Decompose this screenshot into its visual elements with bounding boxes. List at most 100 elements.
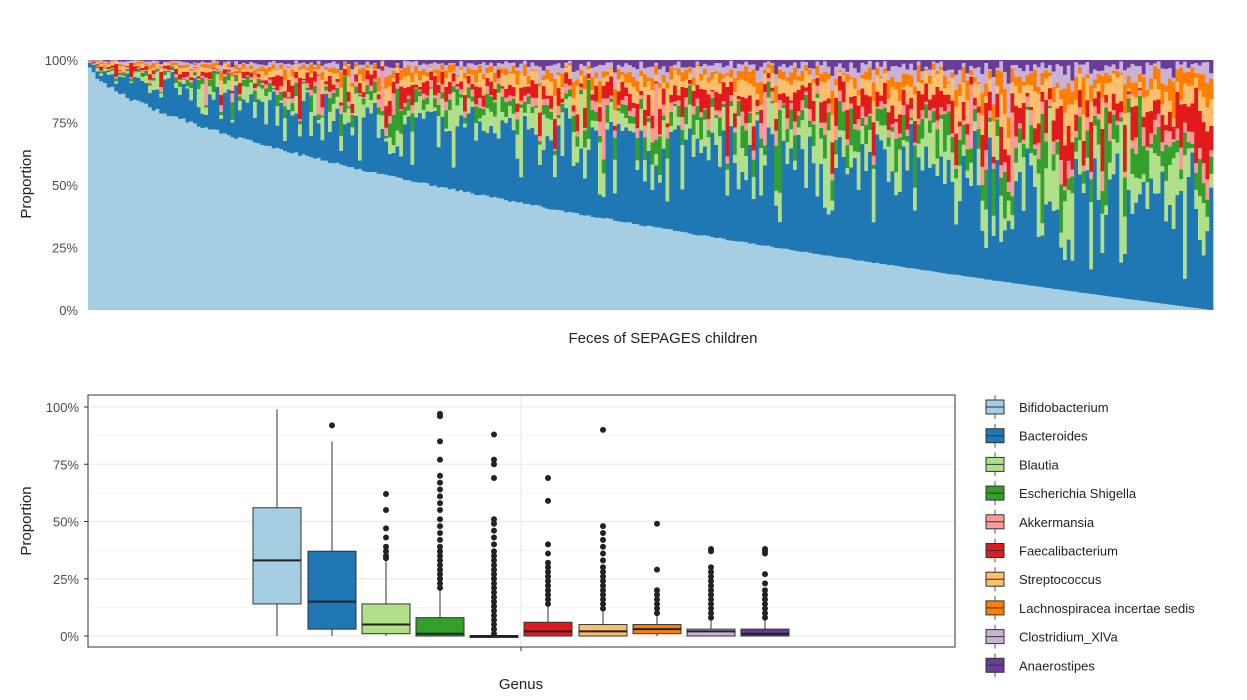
sample-column (572, 60, 576, 310)
stacked-bar-segment (718, 111, 722, 118)
stacked-bar-segment (103, 83, 107, 310)
stacked-bar-segment (324, 81, 328, 84)
stacked-bar-segment (838, 137, 842, 258)
stacked-bar-segment (268, 92, 272, 100)
stacked-bar-segment (448, 82, 452, 94)
sample-column (1026, 60, 1030, 310)
stacked-bar-segment (339, 60, 343, 70)
stacked-bar-segment (1142, 60, 1146, 74)
stacked-bar-segment (722, 130, 726, 238)
sample-column (939, 60, 943, 310)
stacked-bar-segment (482, 195, 486, 310)
stacked-bar-segment (321, 94, 325, 107)
stacked-bar-segment (1206, 83, 1210, 108)
stacked-bar-segment (763, 63, 767, 70)
stacked-bar-segment (1134, 83, 1138, 98)
stacked-bar-segment (384, 66, 388, 77)
stacked-bar-segment (789, 66, 793, 73)
stacked-bar-segment (347, 60, 351, 64)
sample-column (512, 60, 516, 310)
sample-column (628, 60, 632, 310)
sample-column (201, 60, 205, 310)
stacked-bar-segment (294, 61, 298, 63)
stacked-bar-segment (692, 235, 696, 310)
stacked-bar-segment (223, 74, 227, 77)
stacked-bar-segment (103, 66, 107, 68)
stacked-bar-segment (1078, 65, 1082, 67)
stacked-bar-segment (823, 135, 827, 159)
stacked-bar-segment (272, 61, 276, 64)
stacked-bar-segment (193, 63, 197, 66)
stacked-bar-segment (849, 104, 853, 109)
stacked-bar-segment (714, 110, 718, 115)
stacked-bar-segment (519, 73, 523, 88)
stacked-bar-segment (332, 93, 336, 104)
stacked-bar-segment (186, 77, 190, 80)
sample-column (909, 60, 913, 310)
stacked-bar-segment (849, 108, 853, 145)
stacked-bar-segment (996, 120, 1000, 137)
stacked-bar-segment (336, 73, 340, 79)
stacked-bar-segment (692, 91, 696, 106)
stacked-bar-segment (493, 60, 497, 66)
stacked-bar-segment (1029, 60, 1033, 71)
stacked-bar-segment (902, 146, 906, 267)
stacked-bar-segment (1138, 96, 1142, 179)
stacked-bar-segment (763, 165, 767, 245)
stacked-bar-segment (309, 95, 313, 112)
stacked-bar-segment (174, 60, 178, 61)
sample-column (1202, 60, 1206, 310)
stacked-bar-segment (568, 212, 572, 310)
stacked-bar-segment (527, 94, 531, 96)
stacked-bar-segment (178, 80, 182, 82)
stacked-bar-segment (294, 72, 298, 78)
stacked-bar-segment (189, 83, 193, 88)
stacked-bar-segment (257, 99, 261, 143)
stacked-bar-segment (767, 81, 771, 97)
stacked-bar-segment (1059, 290, 1063, 310)
stacked-bar-segment (782, 72, 786, 80)
stacked-bar-segment (1142, 117, 1146, 127)
stacked-bar-segment (924, 83, 928, 101)
stacked-bar-segment (887, 137, 891, 146)
stacked-bar-segment (377, 107, 381, 114)
stacked-bar-segment (328, 72, 332, 76)
sample-column (441, 60, 445, 310)
stacked-bar-segment (782, 103, 786, 104)
stacked-bar-segment (512, 201, 516, 310)
stacked-bar-segment (861, 126, 865, 144)
stacked-bar-segment (816, 60, 820, 61)
stacked-bar-segment (654, 140, 658, 154)
sample-column (947, 60, 951, 310)
sample-column (1116, 60, 1120, 310)
stacked-bar-segment (321, 66, 325, 72)
stacked-bar-segment (471, 70, 475, 75)
legend-item: Faecalibacterium (986, 539, 1118, 563)
stacked-bar-segment (403, 61, 407, 68)
stacked-bar-segment (876, 263, 880, 310)
stacked-bar-segment (681, 189, 685, 231)
stacked-bar-segment (1187, 307, 1191, 310)
stacked-bar-segment (834, 98, 838, 126)
stacked-bar-segment (1097, 295, 1101, 310)
stacked-bar-segment (846, 258, 850, 310)
stacked-bar-segment (249, 80, 253, 83)
stacked-bar-segment (598, 142, 602, 194)
stacked-bar-segment (966, 60, 970, 73)
stacked-bar-segment (1044, 133, 1048, 141)
stacked-bar-segment (1026, 106, 1030, 109)
sample-column (984, 60, 988, 310)
stacked-bar-segment (242, 64, 246, 69)
stacked-bar-segment (463, 111, 467, 117)
stacked-bar-segment (452, 64, 456, 71)
stacked-bar-segment (872, 70, 876, 83)
stacked-bar-segment (1007, 221, 1011, 283)
stacked-bar-segment (932, 108, 936, 111)
stacked-bar-segment (317, 60, 321, 61)
stacked-bar-segment (767, 127, 771, 245)
stacked-bar-segment (369, 86, 373, 91)
stacked-bar-segment (448, 63, 452, 64)
stacked-bar-segment (594, 67, 598, 73)
stacked-bar-segment (568, 86, 572, 90)
